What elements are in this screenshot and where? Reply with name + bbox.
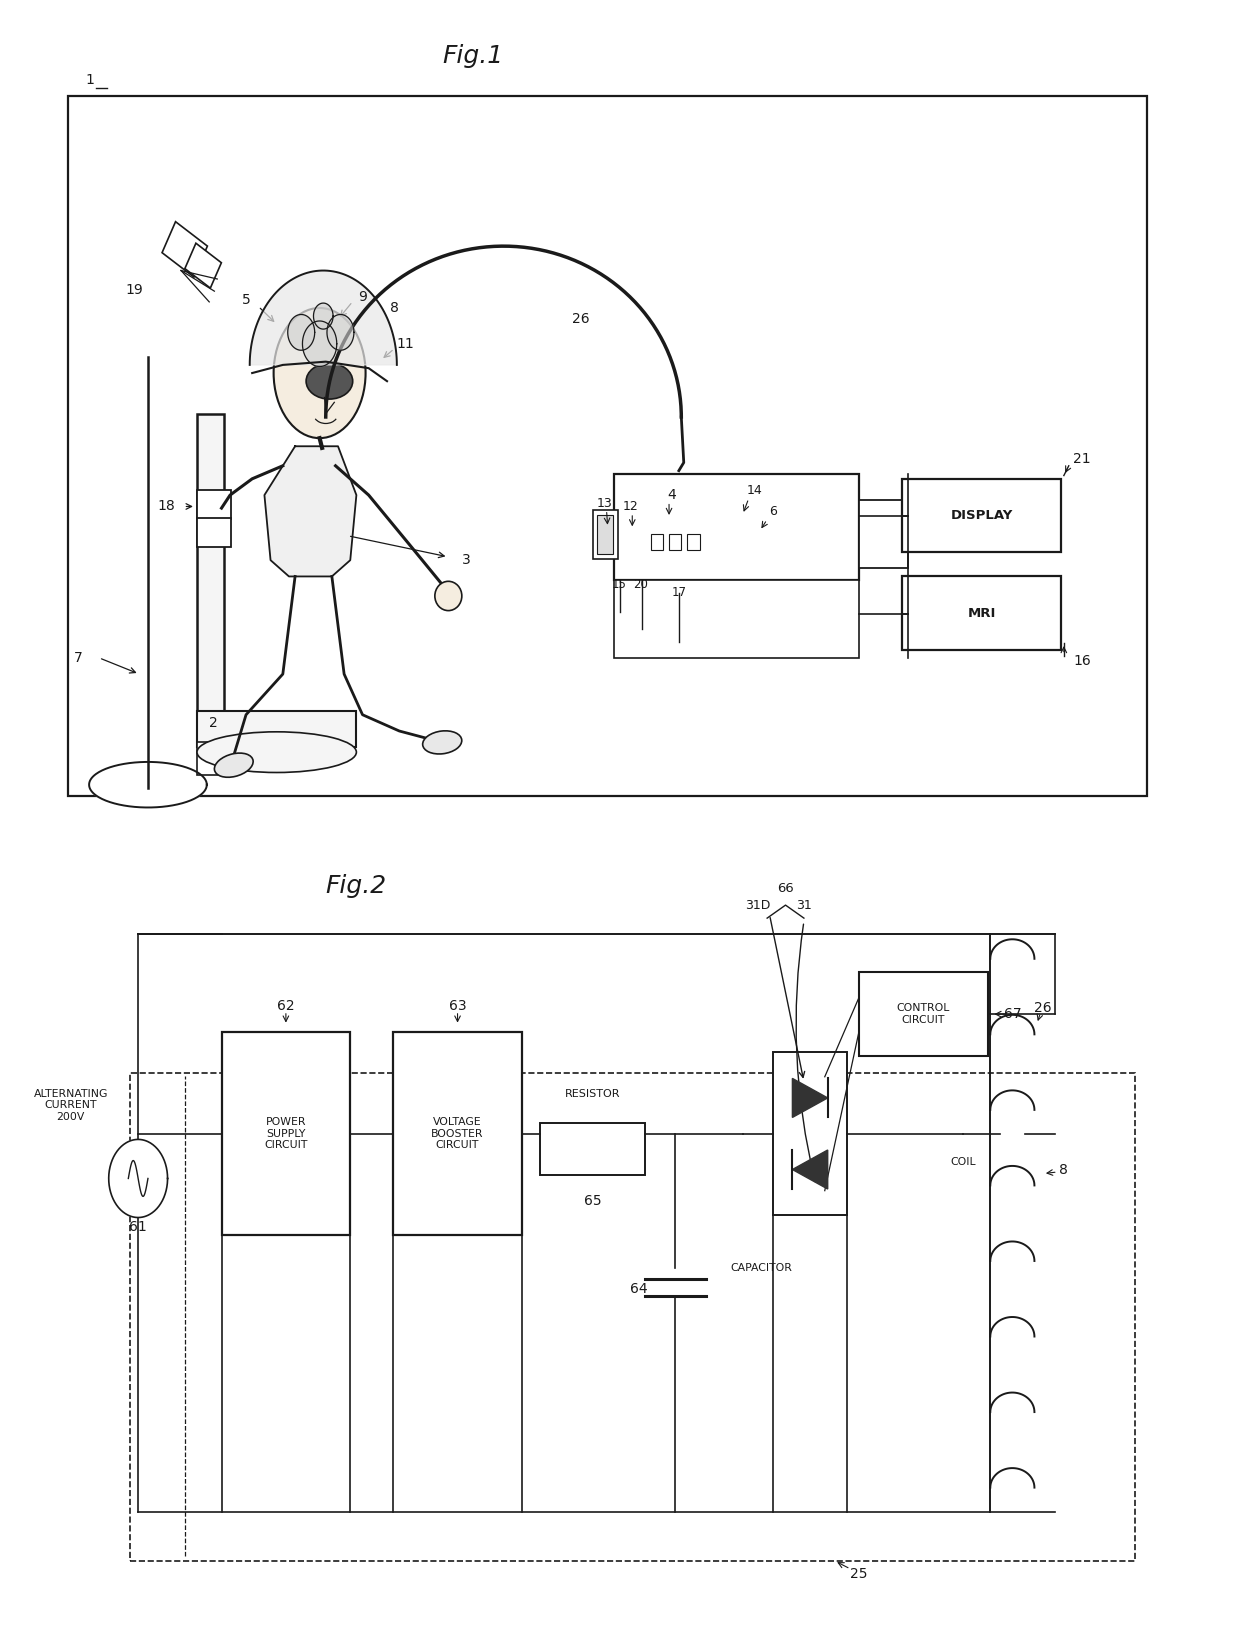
Text: 65: 65	[584, 1195, 601, 1208]
Text: 8: 8	[1059, 1163, 1069, 1177]
Text: 13: 13	[596, 497, 611, 510]
Ellipse shape	[423, 730, 461, 753]
Bar	[197, 414, 224, 715]
Bar	[596, 515, 613, 553]
Bar	[129, 1073, 1135, 1561]
Text: 12: 12	[624, 501, 639, 514]
Text: 62: 62	[277, 999, 295, 1012]
Ellipse shape	[306, 363, 352, 399]
Polygon shape	[792, 1150, 828, 1190]
Text: 67: 67	[1003, 1008, 1022, 1021]
Text: 20: 20	[634, 578, 649, 591]
Text: 5: 5	[242, 292, 250, 307]
Bar	[197, 491, 232, 520]
Bar	[901, 576, 1061, 650]
Text: 15: 15	[611, 578, 626, 591]
Text: ALTERNATING
CURRENT
200V: ALTERNATING CURRENT 200V	[33, 1088, 108, 1122]
Polygon shape	[264, 446, 356, 576]
Polygon shape	[109, 1139, 167, 1218]
Text: 6: 6	[769, 505, 777, 519]
Text: 31D: 31D	[745, 899, 770, 912]
Text: 64: 64	[630, 1282, 647, 1296]
Polygon shape	[89, 761, 207, 807]
Bar	[859, 971, 988, 1057]
Polygon shape	[249, 271, 397, 364]
Text: 21: 21	[1074, 453, 1091, 466]
Text: 18: 18	[157, 499, 175, 514]
Text: 8: 8	[389, 300, 399, 315]
Bar	[197, 742, 224, 775]
Polygon shape	[288, 315, 315, 350]
Text: 9: 9	[358, 289, 367, 304]
Ellipse shape	[215, 753, 253, 778]
Text: 3: 3	[463, 553, 471, 568]
Text: 4: 4	[667, 487, 676, 502]
Bar	[614, 474, 859, 579]
Bar	[541, 1122, 645, 1175]
Text: CAPACITOR: CAPACITOR	[730, 1264, 792, 1273]
Text: 7: 7	[73, 651, 82, 665]
Polygon shape	[327, 315, 353, 350]
Text: 61: 61	[129, 1221, 148, 1234]
Text: 2: 2	[208, 715, 217, 730]
Text: 25: 25	[851, 1567, 868, 1580]
Text: 19: 19	[125, 282, 144, 297]
Text: CONTROL
CIRCUIT: CONTROL CIRCUIT	[897, 1003, 950, 1026]
Text: 17: 17	[671, 586, 687, 599]
Text: Fig.2: Fig.2	[326, 873, 387, 898]
Text: Fig.1: Fig.1	[443, 44, 503, 67]
Text: 26: 26	[572, 312, 589, 327]
Text: MRI: MRI	[967, 607, 996, 620]
Bar	[859, 501, 908, 568]
Polygon shape	[792, 1078, 828, 1118]
Text: DISPLAY: DISPLAY	[951, 509, 1013, 522]
Ellipse shape	[197, 732, 356, 773]
Bar	[593, 510, 618, 558]
Bar	[222, 1032, 350, 1236]
Text: 16: 16	[1074, 655, 1091, 668]
Text: 31: 31	[796, 899, 812, 912]
Text: 14: 14	[746, 484, 763, 497]
Bar	[614, 579, 859, 658]
Text: 1: 1	[86, 74, 94, 87]
Text: VOLTAGE
BOOSTER
CIRCUIT: VOLTAGE BOOSTER CIRCUIT	[432, 1118, 484, 1150]
Polygon shape	[303, 322, 337, 366]
Bar	[197, 712, 356, 747]
Text: POWER
SUPPLY
CIRCUIT: POWER SUPPLY CIRCUIT	[264, 1118, 308, 1150]
Bar	[651, 533, 663, 550]
Text: 11: 11	[397, 336, 414, 351]
Text: 66: 66	[777, 883, 794, 896]
Text: 63: 63	[449, 999, 466, 1012]
Bar	[687, 533, 699, 550]
Text: RESISTOR: RESISTOR	[564, 1090, 620, 1099]
Bar	[774, 1052, 847, 1214]
Ellipse shape	[435, 581, 461, 610]
Polygon shape	[314, 304, 334, 330]
Text: 26: 26	[1034, 1001, 1052, 1014]
Ellipse shape	[274, 309, 366, 438]
Bar	[901, 479, 1061, 551]
Bar	[185, 243, 222, 289]
Bar	[670, 533, 681, 550]
Bar	[393, 1032, 522, 1236]
Bar	[68, 97, 1147, 796]
Bar	[162, 222, 207, 277]
Text: COIL: COIL	[951, 1157, 976, 1167]
Bar	[197, 519, 232, 546]
